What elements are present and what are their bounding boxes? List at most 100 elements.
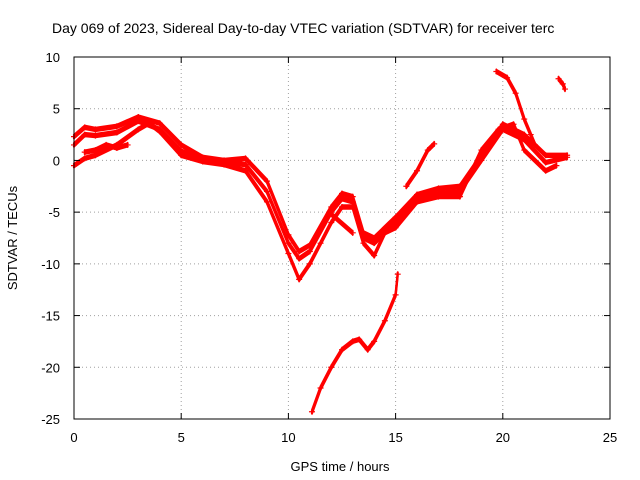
data-point — [542, 167, 549, 174]
data-point — [146, 120, 153, 127]
series-satellite-track-8 — [493, 68, 538, 148]
data-point — [92, 126, 99, 133]
data-point — [349, 193, 356, 200]
data-point — [263, 198, 270, 205]
data-point — [199, 158, 206, 165]
data-point — [81, 149, 88, 156]
data-point — [328, 364, 335, 371]
series-satellite-track-9 — [555, 75, 568, 93]
data-point — [328, 211, 335, 218]
data-point — [156, 120, 163, 127]
data-point — [371, 235, 378, 241]
data-point — [360, 240, 367, 247]
data-point — [381, 229, 388, 236]
data-point — [263, 178, 270, 185]
data-point — [92, 147, 99, 154]
data-point — [349, 198, 356, 205]
y-tick-label: -5 — [48, 205, 60, 220]
data-point — [103, 141, 110, 148]
data-point — [478, 147, 485, 154]
series-line — [405, 144, 436, 189]
data-point — [542, 152, 549, 159]
data-point — [178, 152, 185, 159]
data-point — [521, 147, 528, 154]
data-point — [414, 167, 421, 174]
data-point — [349, 338, 356, 345]
data-point — [317, 384, 324, 391]
data-point — [81, 124, 88, 131]
series-satellite-track-4 — [81, 141, 131, 156]
data-point — [349, 229, 356, 236]
data-point — [296, 276, 303, 283]
data-point — [328, 219, 335, 226]
data-point — [178, 141, 185, 148]
y-tick-label: 5 — [53, 102, 60, 117]
data-point — [542, 159, 549, 166]
data-point — [113, 129, 120, 136]
data-point — [308, 408, 315, 415]
data-point — [339, 346, 345, 353]
data-point — [135, 126, 142, 133]
y-tick-label: -20 — [41, 360, 60, 375]
data-point — [521, 136, 528, 143]
data-point — [306, 260, 313, 267]
data-point — [339, 190, 345, 197]
data-point — [435, 185, 442, 192]
plot-frame — [73, 56, 611, 420]
data-point — [113, 145, 120, 152]
y-tick-label: -10 — [41, 257, 60, 272]
data-point — [242, 161, 249, 168]
data-point — [285, 250, 292, 257]
y-tick-label: -15 — [41, 309, 60, 324]
data-point — [493, 68, 500, 75]
y-tick-label: 0 — [53, 153, 60, 168]
data-point — [296, 248, 303, 255]
data-point — [431, 140, 438, 147]
data-point — [478, 157, 485, 164]
x-tick-label: 20 — [496, 430, 510, 445]
data-point — [339, 195, 345, 202]
series-line — [72, 123, 558, 283]
data-point — [364, 346, 371, 353]
data-point — [564, 154, 571, 161]
data-point — [555, 75, 562, 82]
x-tick-label: 25 — [603, 430, 617, 445]
data-point — [521, 131, 528, 138]
data-point — [317, 240, 324, 247]
data-point — [403, 183, 410, 190]
data-point — [81, 155, 88, 162]
series-line — [310, 274, 399, 415]
data-point — [504, 74, 511, 81]
data-point — [242, 155, 249, 162]
data-point — [510, 121, 517, 128]
grid-lines — [74, 57, 610, 419]
data-point — [521, 116, 528, 123]
data-point — [392, 291, 399, 298]
chart-title: Day 069 of 2023, Sidereal Day-to-day VTE… — [52, 20, 554, 36]
series-satellite-track-5 — [328, 211, 356, 236]
y-axis-label: SDTVAR / TECUs — [5, 185, 20, 290]
data-point — [156, 128, 163, 135]
data-point — [561, 86, 568, 93]
x-tick-label: 0 — [70, 430, 77, 445]
data-point — [349, 203, 356, 210]
y-axis-ticks: -25 -20 -15 -10 -5 0 5 10 — [41, 50, 610, 427]
x-tick-label: 10 — [281, 430, 295, 445]
data-point — [371, 240, 378, 247]
series-satellite-track-3 — [71, 120, 560, 283]
data-point — [339, 203, 345, 210]
data-point — [527, 131, 534, 138]
series-satellite-track-6 — [403, 140, 438, 190]
data-point — [113, 123, 120, 130]
data-point — [263, 188, 270, 195]
data-point — [553, 162, 560, 169]
data-point — [371, 338, 378, 345]
data-series — [71, 68, 571, 415]
data-point — [135, 118, 142, 125]
data-point — [435, 193, 442, 200]
series-line — [72, 120, 569, 260]
x-axis-ticks: 0 5 10 15 20 25 — [70, 57, 617, 445]
data-point — [371, 252, 378, 259]
x-axis-label: GPS time / hours — [291, 459, 390, 474]
